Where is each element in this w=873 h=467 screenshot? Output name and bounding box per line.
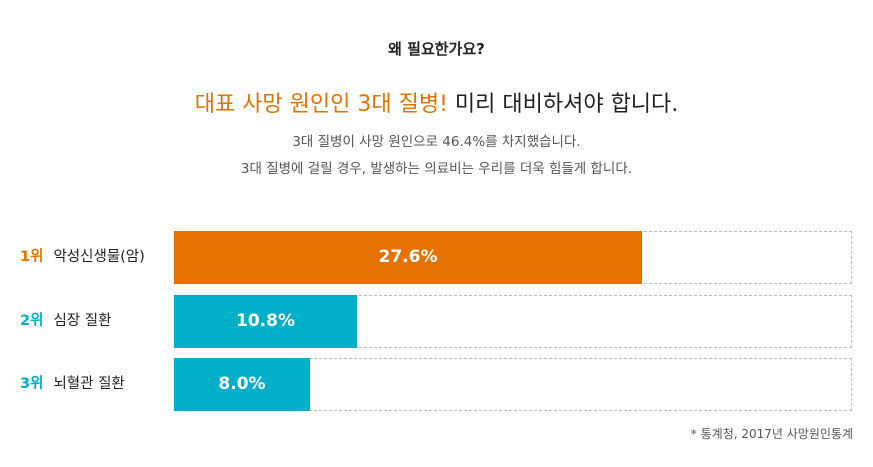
bar xyxy=(174,358,310,411)
rank-label: 2위 xyxy=(20,313,44,329)
bar-track xyxy=(174,295,852,348)
rank-label: 3위 xyxy=(20,376,44,392)
headline-rest: 미리 대비하셔야 합니다. xyxy=(447,92,679,117)
bar-value-label: 8.0% xyxy=(218,374,266,394)
headline-accent: 대표 사망 원인인 3대 질병! xyxy=(194,92,448,117)
category-name: 심장 질환 xyxy=(53,313,112,329)
bar xyxy=(174,231,642,284)
category-name: 뇌혈관 질환 xyxy=(53,376,125,392)
chart-row: 2위 심장 질환 10.8% xyxy=(0,295,873,348)
bar xyxy=(174,295,357,348)
category-label: 3위 뇌혈관 질환 xyxy=(20,358,125,411)
source-footnote: * 통계청, 2017년 사망원인통계 xyxy=(690,427,853,441)
category-name: 악성신생물(암) xyxy=(53,249,145,265)
headline: 대표 사망 원인인 3대 질병! 미리 대비하셔야 합니다. xyxy=(0,86,873,118)
subtitle-line-1: 3대 질병이 사망 원인으로 46.4%를 차지했습니다. xyxy=(292,134,581,150)
subtitle-line-2: 3대 질병에 걸릴 경우, 발생하는 의료비는 우리를 더욱 힘들게 합니다. xyxy=(240,161,633,177)
rank-label: 1위 xyxy=(20,249,44,265)
bar-value-label: 10.8% xyxy=(236,311,295,331)
chart-row: 1위 악성신생물(암) 27.6% xyxy=(0,231,873,284)
category-label: 2위 심장 질환 xyxy=(20,295,111,348)
bar-value-label: 27.6% xyxy=(378,247,438,267)
question-heading: 왜 필요한가요? xyxy=(388,40,485,58)
chart-row: 3위 뇌혈관 질환 8.0% xyxy=(0,358,873,411)
bar-track xyxy=(174,358,852,411)
category-label: 1위 악성신생물(암) xyxy=(20,231,145,284)
